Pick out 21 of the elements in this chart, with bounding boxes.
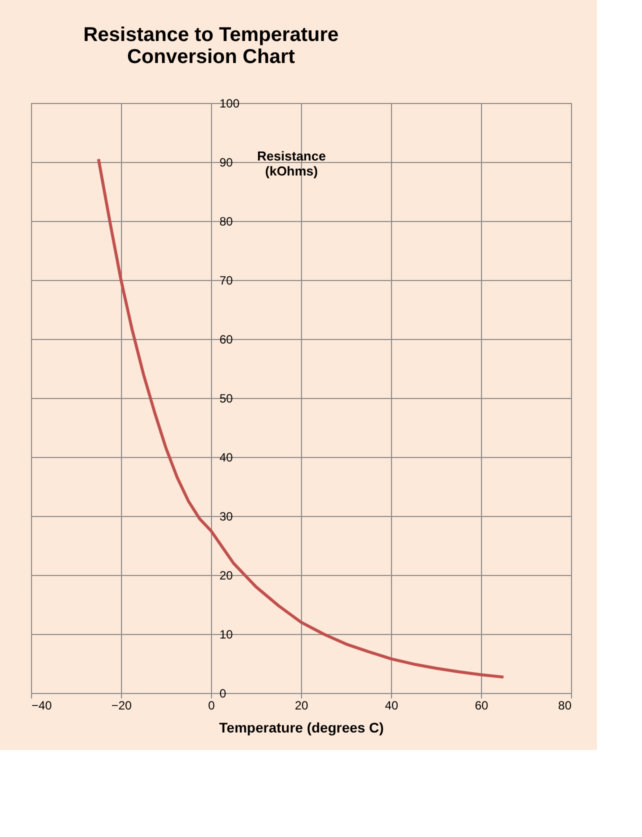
- y-tick-label: 90: [220, 156, 234, 170]
- x-tick-label: 0: [208, 698, 216, 712]
- y-tick-label: 0: [220, 686, 226, 700]
- y-tick-label: 80: [220, 214, 234, 228]
- x-tick-label: 20: [294, 698, 308, 712]
- x-tick-label: −20: [111, 698, 132, 712]
- y-tick-label: 70: [220, 274, 234, 288]
- x-tick-label: 40: [384, 698, 398, 712]
- y-tick-label: 100: [220, 96, 240, 110]
- y-tick-label: 20: [220, 568, 234, 582]
- y-tick-label: 10: [220, 628, 234, 642]
- x-axis-title: Temperature (degrees C): [219, 720, 384, 736]
- x-tick-label: 80: [558, 698, 572, 712]
- y-tick-label: 50: [220, 392, 234, 406]
- x-tick-label: 60: [474, 698, 488, 712]
- y-tick-label: 60: [220, 332, 234, 346]
- x-tick-label: −40: [32, 698, 52, 712]
- chart-title: Resistance to Temperature Conversion Chart: [83, 24, 339, 68]
- y-tick-label: 40: [220, 450, 234, 464]
- y-axis-title: Resistance (kOhms): [257, 148, 326, 179]
- y-tick-label: 30: [220, 510, 234, 524]
